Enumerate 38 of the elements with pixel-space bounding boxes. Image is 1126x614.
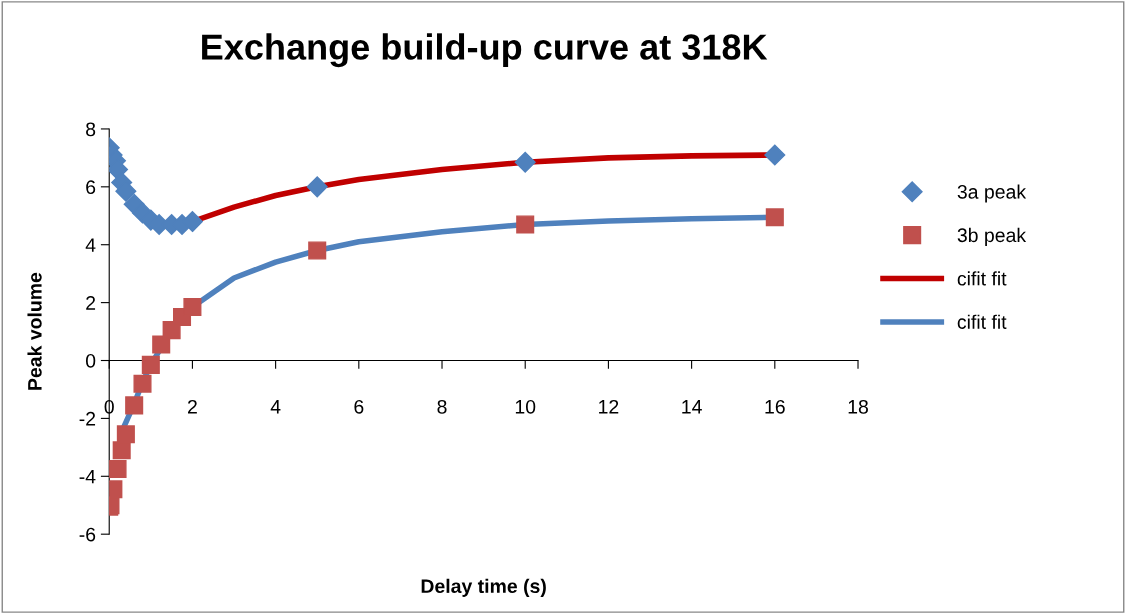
y-tick-label: 0 (85, 353, 96, 368)
point (133, 374, 152, 393)
point (183, 297, 202, 316)
point (141, 355, 160, 374)
x-tick-label: 4 (270, 400, 281, 414)
point (116, 425, 135, 444)
point (516, 215, 535, 234)
point (152, 335, 171, 354)
x-tick-label: 6 (354, 399, 364, 414)
legend-label: cifit fit (957, 271, 1007, 286)
chart-title: Exchange build-up curve at 318K (202, 33, 768, 68)
point (109, 460, 127, 479)
y-tick-label: -6 (79, 527, 96, 542)
x-tick-label: 2 (187, 399, 197, 414)
x-tick-label: 8 (437, 399, 447, 414)
x-tick-label: 14 (682, 400, 702, 414)
x-tick-label: 18 (848, 399, 868, 414)
y-tick-label: 2 (86, 296, 96, 310)
point (765, 208, 784, 227)
point (308, 241, 327, 260)
legend-label: 3b peak (957, 227, 1027, 246)
legend-label: 3a peak (957, 184, 1027, 203)
y-tick-label: 4 (85, 238, 96, 252)
y-axis-title: Peak volume (27, 272, 42, 390)
y-tick-label: -4 (79, 469, 96, 484)
point (306, 176, 328, 198)
point (514, 151, 536, 173)
point (764, 144, 786, 166)
y-tick-label: 6 (86, 180, 96, 195)
point (125, 396, 144, 415)
x-tick-label: 16 (765, 399, 785, 414)
y-tick-label: 8 (86, 122, 96, 137)
x-tick-label: 12 (599, 399, 619, 414)
x-tick-label: 10 (515, 399, 536, 414)
x-axis-title: Delay time (s) (421, 578, 546, 597)
point (112, 441, 131, 460)
legend-label: cifit fit (957, 314, 1007, 329)
y-tick-label: -2 (79, 411, 96, 426)
